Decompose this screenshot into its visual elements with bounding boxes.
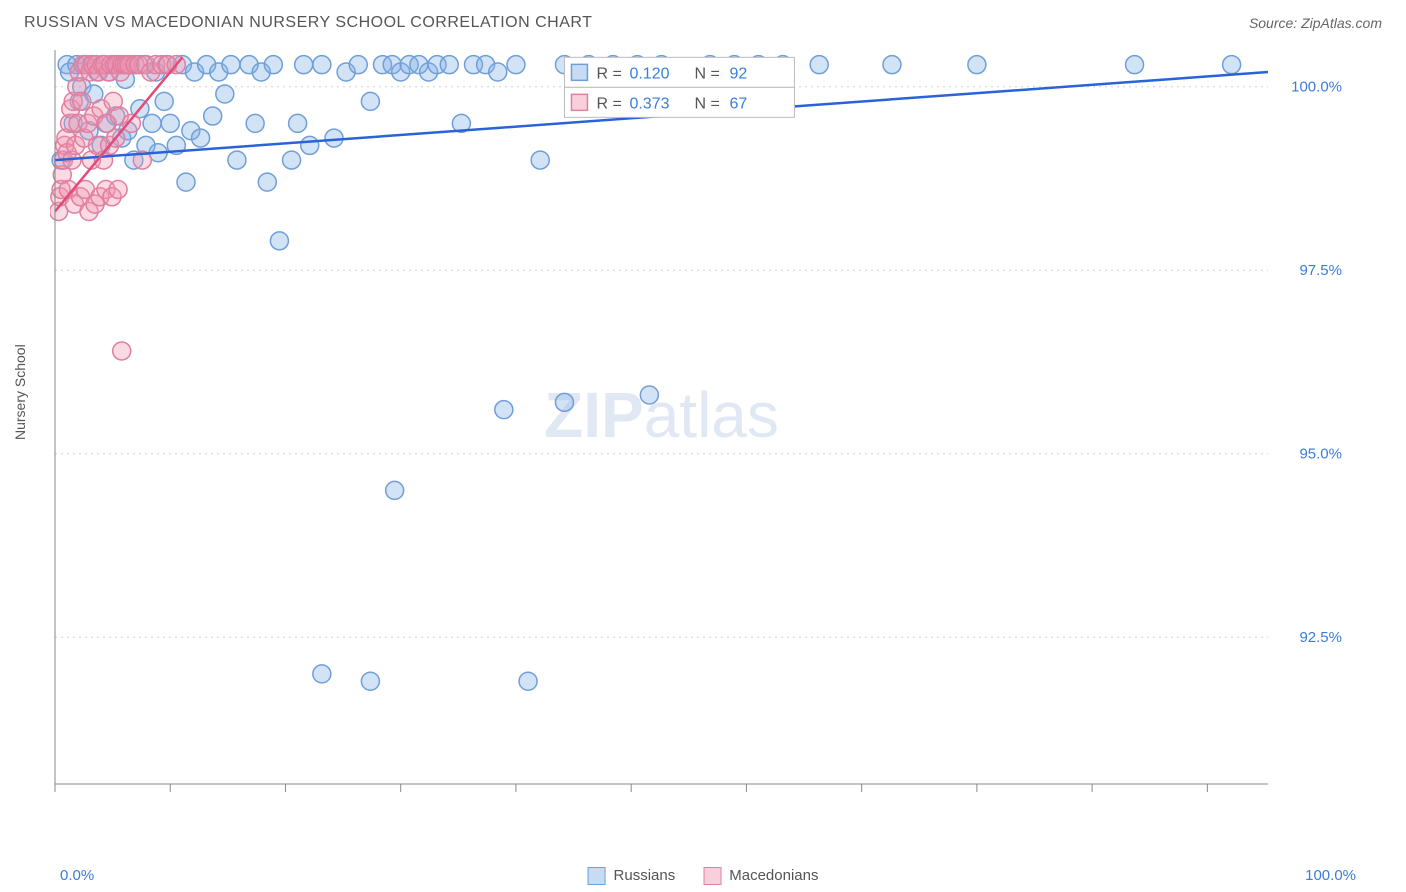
svg-text:ZIPatlas: ZIPatlas [544, 379, 779, 451]
y-axis-label: Nursery School [12, 344, 28, 440]
svg-text:95.0%: 95.0% [1299, 446, 1342, 463]
legend-label: Macedonians [729, 867, 818, 884]
x-max-label: 100.0% [1305, 867, 1356, 884]
svg-text:92.5%: 92.5% [1299, 629, 1342, 646]
swatch-blue-icon [588, 867, 606, 885]
legend-item-russians[interactable]: Russians [588, 867, 676, 885]
svg-text:N =: N = [694, 95, 719, 112]
chart-title: RUSSIAN VS MACEDONIAN NURSERY SCHOOL COR… [24, 14, 592, 32]
svg-text:N =: N = [694, 65, 719, 82]
legend-label: Russians [614, 867, 676, 884]
svg-text:100.0%: 100.0% [1291, 79, 1342, 96]
svg-text:0.120: 0.120 [629, 65, 669, 82]
svg-text:67: 67 [729, 95, 747, 112]
scatter-plot: 92.5% 95.0% 97.5% 100.0% ZIPatlas R = 0.120 N =… [50, 42, 1350, 812]
svg-text:92: 92 [729, 65, 747, 82]
source-label: Source: ZipAtlas.com [1249, 15, 1382, 31]
svg-text:97.5%: 97.5% [1299, 262, 1342, 279]
svg-text:R =: R = [596, 65, 621, 82]
footer-legend: 0.0% Russians Macedonians 100.0% [0, 867, 1406, 884]
legend-item-macedonians[interactable]: Macedonians [703, 867, 818, 885]
swatch-pink-icon [703, 867, 721, 885]
svg-text:0.373: 0.373 [629, 95, 669, 112]
x-min-label: 0.0% [60, 867, 94, 884]
svg-text:R =: R = [596, 95, 621, 112]
